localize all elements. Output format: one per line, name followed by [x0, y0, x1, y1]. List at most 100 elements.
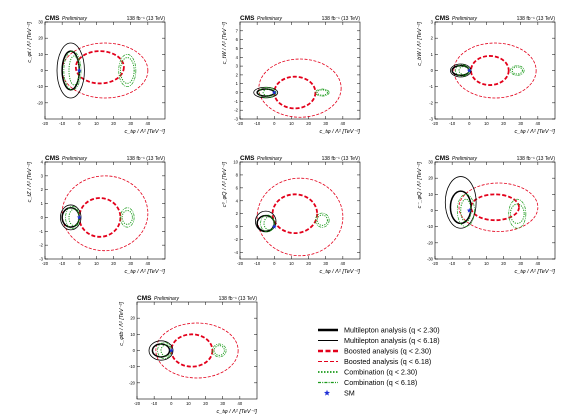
y-tick-label: 6 [236, 37, 239, 42]
y-tick-label: 0 [431, 208, 434, 213]
contour-boost95 [61, 175, 149, 252]
x-tick-label: 30 [128, 121, 133, 126]
contour-comb95 [118, 53, 137, 88]
y-tick-label: 0 [41, 215, 44, 220]
legend-item: Combination (q < 2.30) [318, 368, 417, 377]
x-tick-label: 0 [273, 261, 276, 266]
contour-comb95 [315, 88, 330, 97]
cms-label: CMS [435, 15, 450, 22]
contour-boost95 [61, 42, 149, 99]
x-tick-label: 20 [501, 121, 506, 126]
contour-boost68 [271, 193, 319, 235]
legend-label: Combination (q < 2.30) [344, 368, 417, 377]
contour-comb68 [458, 65, 470, 76]
chart-panel-7: CMS Preliminary 138 fb⁻¹ (13 TeV) -20 -10 0 10… [119, 295, 257, 415]
x-tick-label: 40 [238, 401, 243, 406]
chart-panel-1: CMS Preliminary 138 fb⁻¹ (13 TeV) -20 -10 0 10… [27, 15, 165, 135]
legend-label: Multilepton analysis (q < 6.18) [344, 336, 440, 345]
contour-multi68 [61, 50, 81, 91]
y-tick-label: 30 [428, 160, 433, 165]
preliminary-label: Preliminary [154, 296, 180, 302]
y-tick-label: 4 [236, 198, 239, 203]
x-tick-label: 10 [289, 261, 294, 266]
legend-label: Combination (q < 6.18) [344, 378, 417, 387]
plot-frame [239, 21, 361, 120]
x-tick-label: -20 [42, 261, 49, 266]
contour-boost68 [170, 333, 214, 368]
contour-boost95 [458, 182, 539, 232]
lumi-label: 138 fb⁻¹ (13 TeV) [127, 156, 166, 162]
y-tick-label: -10 [37, 84, 44, 89]
y-tick-label: 2 [236, 72, 239, 77]
x-tick-label: 40 [146, 121, 151, 126]
lumi-label: 138 fb⁻¹ (13 TeV) [517, 16, 556, 22]
contour-comb68 [119, 57, 135, 84]
preliminary-label: Preliminary [452, 16, 478, 22]
plot-frame [434, 21, 556, 120]
legend-label: Boosted analysis (q < 6.18) [344, 357, 431, 366]
contour-boost95 [453, 42, 537, 99]
y-tick-label: 10 [130, 332, 135, 337]
lumi-label: 138 fb⁻¹ (13 TeV) [322, 156, 361, 162]
preliminary-label: Preliminary [257, 16, 283, 22]
contour-multi95 [60, 204, 82, 231]
y-tick-label: 10 [38, 52, 43, 57]
contour-comb95 [63, 50, 82, 91]
plot-frame [44, 161, 166, 260]
contour-comb95 [212, 343, 227, 358]
contour-comb68 [316, 214, 328, 226]
x-tick-label: 30 [220, 401, 225, 406]
x-tick-label: 40 [146, 261, 151, 266]
y-tick-label: -3 [39, 257, 43, 262]
preliminary-label: Preliminary [62, 156, 88, 162]
cms-label: CMS [45, 15, 60, 22]
x-tick-label: -10 [254, 121, 261, 126]
legend: Multilepton analysis (q < 2.30)Multilept… [318, 326, 440, 398]
y-axis-label: c_φtb / Λ² [TeV⁻²] [119, 302, 125, 346]
cms-label: CMS [240, 15, 255, 22]
lumi-label: 138 fb⁻¹ (13 TeV) [219, 296, 258, 302]
x-tick-label: 0 [468, 121, 471, 126]
x-axis-label: c_tφ / Λ² [TeV⁻²] [515, 269, 556, 275]
x-tick-label: 40 [341, 261, 346, 266]
legend-sm-marker [323, 389, 331, 396]
cms-label: CMS [45, 155, 60, 162]
sm-point [271, 224, 277, 229]
x-tick-label: 0 [78, 121, 81, 126]
y-tick-label: -1 [234, 99, 238, 104]
contour-comb95 [120, 207, 135, 228]
y-tick-label: 1 [431, 52, 434, 57]
y-tick-label: -10 [129, 364, 136, 369]
y-tick-label: 7 [236, 28, 239, 33]
y-tick-label: 30 [38, 20, 43, 25]
y-tick-label: -1 [39, 229, 43, 234]
x-tick-label: 10 [484, 261, 489, 266]
sm-point [271, 89, 277, 95]
x-axis-label: c_tφ / Λ² [TeV⁻²] [217, 409, 258, 415]
y-tick-label: -10 [427, 224, 434, 229]
y-axis-label: c_tZ / Λ² [TeV⁻²] [27, 162, 33, 203]
x-tick-label: 20 [111, 261, 116, 266]
x-axis-label: c_tφ / Λ² [TeV⁻²] [125, 269, 166, 275]
y-tick-label: -1 [429, 84, 433, 89]
y-tick-label: 4 [236, 55, 239, 60]
x-tick-label: 10 [289, 121, 294, 126]
y-tick-label: 20 [130, 316, 135, 321]
contour-comb95 [315, 212, 330, 228]
contour-comb95 [508, 198, 527, 229]
preliminary-label: Preliminary [452, 156, 478, 162]
legend-item: Multilepton analysis (q < 6.18) [318, 336, 440, 345]
x-tick-label: 20 [111, 121, 116, 126]
x-tick-label: 20 [306, 261, 311, 266]
y-axis-label: c⁻_φQ / Λ² [TeV⁻²] [417, 162, 423, 209]
y-tick-label: 3 [236, 64, 239, 69]
y-tick-label: 2 [236, 211, 239, 216]
y-tick-label: 20 [428, 176, 433, 181]
contour-boost68 [470, 193, 520, 222]
y-axis-label: c³_φQ / Λ² [TeV⁻²] [222, 162, 228, 208]
contour-comb68 [460, 198, 472, 223]
plot-frame [136, 301, 258, 400]
chart-panel-6: CMS Preliminary 138 fb⁻¹ (13 TeV) -20 -10 0 10… [417, 155, 555, 275]
chart-panel-5: CMS Preliminary 138 fb⁻¹ (13 TeV)-20 -10 0 10… [222, 155, 360, 275]
y-tick-label: 2 [41, 187, 44, 192]
